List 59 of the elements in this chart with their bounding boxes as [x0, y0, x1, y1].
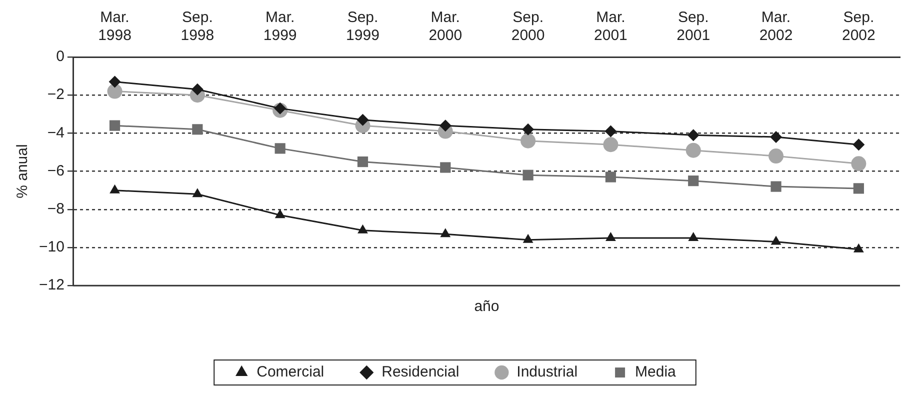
point — [522, 123, 534, 136]
x-tick-label: Mar. 1998 — [98, 9, 132, 44]
point — [107, 84, 122, 99]
point — [687, 129, 700, 142]
point — [356, 114, 369, 126]
point — [851, 156, 866, 172]
y-tick-label: −6 — [47, 162, 64, 180]
point — [274, 209, 286, 218]
point — [522, 170, 534, 180]
point — [853, 243, 864, 252]
y-tick-label: −8 — [47, 200, 64, 218]
x-tick-label: Mar. 2001 — [594, 9, 628, 44]
point — [770, 131, 782, 144]
y-tick-label: −4 — [47, 124, 64, 142]
x-tick-label: Sep. 1998 — [180, 9, 214, 44]
point — [192, 188, 203, 198]
x-axis-title: año — [474, 298, 500, 316]
point — [604, 125, 617, 138]
point — [768, 148, 784, 164]
legend-label: Residencial — [382, 364, 460, 381]
point — [440, 162, 451, 173]
y-tick-label: 0 — [56, 48, 64, 66]
point — [192, 124, 203, 135]
x-tick-label: Sep. 1999 — [346, 9, 380, 44]
x-tick-label: Mar. 2000 — [428, 9, 462, 44]
point — [770, 236, 782, 245]
point — [688, 232, 699, 241]
x-tick-label: Sep. 2002 — [842, 9, 876, 44]
legend-label: Industrial — [516, 364, 578, 381]
x-tick-label: Mar. 1999 — [263, 9, 297, 44]
x-tick-label: Sep. 2000 — [511, 9, 545, 44]
point — [191, 83, 204, 96]
point — [439, 120, 452, 132]
point — [688, 176, 699, 186]
point — [274, 102, 286, 114]
y-tick-label: −10 — [38, 238, 64, 256]
point — [605, 172, 616, 182]
point — [358, 224, 368, 234]
point — [852, 138, 865, 151]
legend-label: Comercial — [256, 364, 324, 381]
point — [770, 181, 782, 192]
point — [606, 232, 616, 241]
point — [440, 228, 451, 238]
point — [274, 143, 286, 154]
point — [522, 234, 534, 243]
point — [853, 183, 864, 194]
y-axis-title: % anual — [14, 144, 32, 198]
point — [110, 184, 120, 194]
point — [686, 142, 701, 158]
point — [108, 76, 121, 88]
point — [520, 133, 536, 148]
x-tick-label: Sep. 2001 — [676, 9, 710, 44]
point — [603, 137, 618, 152]
point — [109, 120, 120, 131]
x-tick-label: Mar. 2002 — [759, 9, 793, 44]
y-tick-label: −2 — [47, 86, 64, 104]
legend-label: Media — [635, 364, 677, 381]
point — [357, 156, 368, 168]
y-tick-label: −12 — [38, 276, 64, 294]
